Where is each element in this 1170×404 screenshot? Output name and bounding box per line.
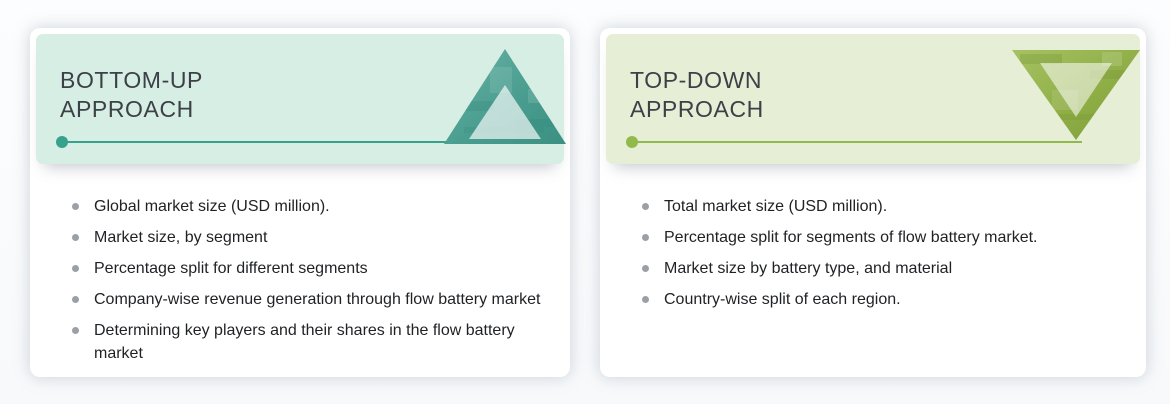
- top-down-approach-card: TOP-DOWN APPROACH: [600, 28, 1146, 377]
- list-item: Percentage split for segments of flow ba…: [636, 226, 1128, 249]
- accent-rule: [626, 136, 1082, 148]
- rule-dot: [56, 136, 68, 148]
- triangle-down-icon: [1012, 50, 1140, 140]
- title-line-2: APPROACH: [60, 96, 194, 122]
- bottom-up-title: BOTTOM-UP APPROACH: [60, 66, 203, 124]
- list-item: Global market size (USD million).: [66, 195, 552, 218]
- triangle-up-icon: [444, 49, 566, 144]
- list-item: Market size by battery type, and materia…: [636, 257, 1128, 280]
- title-line-2: APPROACH: [630, 96, 764, 122]
- list-item: Determining key players and their shares…: [66, 319, 552, 365]
- list-item: Country-wise split of each region.: [636, 288, 1128, 311]
- list-item: Company-wise revenue generation through …: [66, 288, 552, 311]
- top-down-title: TOP-DOWN APPROACH: [630, 66, 764, 124]
- title-line-1: TOP-DOWN: [630, 67, 763, 93]
- bottom-up-header: BOTTOM-UP APPROACH: [36, 34, 566, 164]
- list-item: Percentage split for different segments: [66, 257, 552, 280]
- rule-dot: [626, 136, 638, 148]
- accent-rule: [56, 136, 560, 148]
- top-down-bullet-list: Total market size (USD million). Percent…: [636, 195, 1128, 319]
- list-item: Market size, by segment: [66, 226, 552, 249]
- bottom-up-approach-card: BOTTOM-UP APPROACH: [30, 28, 570, 377]
- list-item: Total market size (USD million).: [636, 195, 1128, 218]
- top-down-header: TOP-DOWN APPROACH: [606, 34, 1140, 164]
- title-line-1: BOTTOM-UP: [60, 67, 203, 93]
- bottom-up-bullet-list: Global market size (USD million). Market…: [66, 195, 552, 373]
